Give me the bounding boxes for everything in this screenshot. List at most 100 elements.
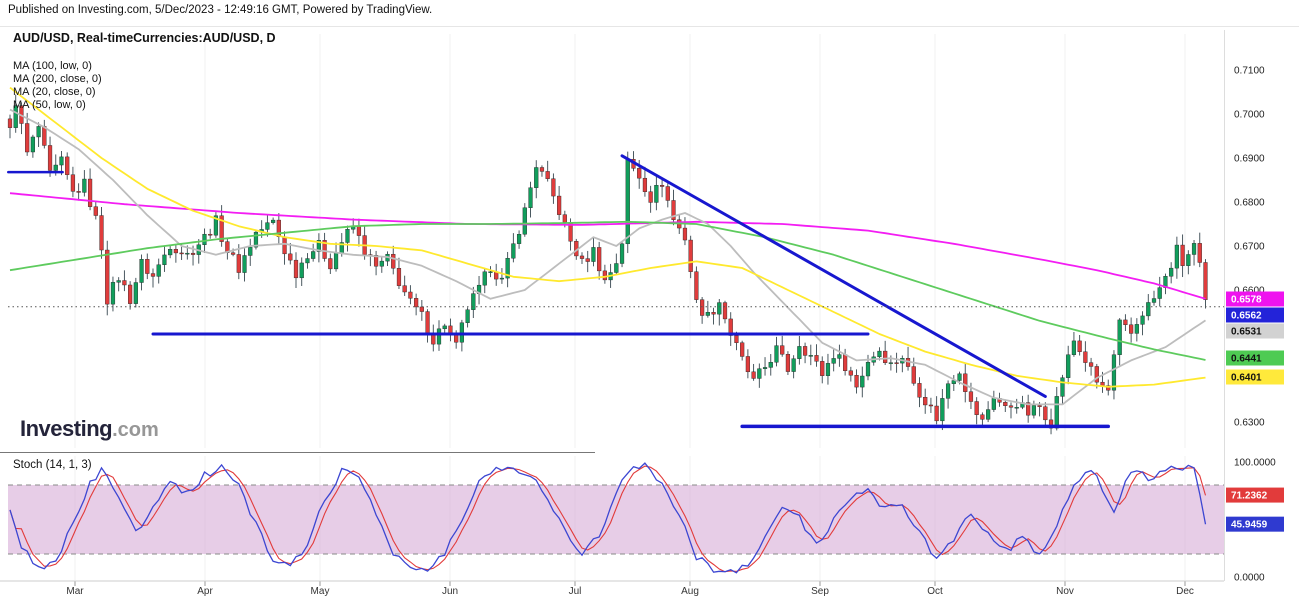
- candle-body-down: [408, 291, 413, 299]
- candle-body-down: [665, 186, 670, 201]
- candle-body-down: [671, 200, 676, 220]
- month-label: Sep: [811, 586, 829, 597]
- candle-body-up: [316, 240, 321, 252]
- month-label: Mar: [66, 586, 84, 597]
- ma-line-ma-200-close: [9, 192, 1206, 300]
- candle-body-down: [288, 253, 293, 261]
- candle-body-down: [1088, 362, 1094, 367]
- candle-body-up: [442, 325, 447, 330]
- candle-body-down: [820, 361, 825, 376]
- candle-body-up: [116, 280, 121, 283]
- candle-body-down: [219, 215, 224, 242]
- candle-body-up: [511, 243, 516, 259]
- stoch-value-label-stoch-k: 45.9459: [1231, 520, 1268, 531]
- candle-body-up: [1146, 302, 1151, 317]
- candle-body-down: [722, 302, 728, 320]
- candle-body-down: [47, 145, 53, 171]
- candle-body-up: [53, 164, 58, 171]
- candle-body-down: [328, 258, 333, 270]
- candle-body-down: [963, 373, 968, 392]
- candle-body-down: [1180, 244, 1185, 266]
- candle-body-up: [791, 358, 796, 372]
- candle-body-down: [1094, 366, 1099, 383]
- candle-body-down: [179, 252, 184, 255]
- month-label: Dec: [1176, 586, 1194, 597]
- candle-body-up: [625, 159, 630, 245]
- candle-body-up: [471, 293, 476, 310]
- candle-body-down: [414, 298, 419, 308]
- candle-body-down: [99, 215, 104, 251]
- candle-body-down: [70, 174, 76, 192]
- month-label: Nov: [1056, 586, 1074, 597]
- price-tick-label: 0.7000: [1234, 110, 1265, 121]
- candle-body-up: [265, 222, 270, 230]
- candle-body-down: [1123, 319, 1128, 326]
- candle-body-up: [465, 309, 470, 323]
- candle-body-up: [825, 363, 831, 376]
- candle-body-down: [968, 391, 974, 402]
- candle-body-up: [1186, 254, 1191, 266]
- month-label: Apr: [197, 586, 213, 597]
- candle-body-up: [957, 373, 962, 381]
- candle-body-down: [579, 255, 585, 259]
- indicator-legend: MA (100, low, 0) MA (200, close, 0) MA (…: [13, 60, 102, 112]
- candle-body-up: [614, 263, 619, 273]
- candle-body-down: [923, 397, 928, 406]
- candle-body-down: [25, 123, 30, 153]
- price-tick-label: 0.6700: [1234, 242, 1265, 253]
- candle-body-up: [654, 185, 659, 203]
- candle-body-down: [1129, 324, 1134, 334]
- candle-body-down: [585, 258, 590, 262]
- candle-body-up: [1134, 324, 1139, 334]
- price-value-label-ma-100: 0.6441: [1231, 354, 1262, 365]
- candle-body-up: [379, 260, 384, 267]
- candle-body-down: [145, 259, 150, 274]
- candle-body-down: [396, 268, 402, 286]
- candle-body-up: [877, 350, 882, 358]
- candle-body-up: [139, 259, 144, 283]
- candle-body-up: [757, 368, 762, 379]
- price-value-label-ma-200-bg: [1226, 291, 1284, 307]
- stoch-value-label-stoch-d: 71.2362: [1231, 491, 1268, 502]
- candle-body-down: [402, 285, 407, 293]
- candle-body-down: [7, 118, 13, 128]
- candle-body-up: [1157, 287, 1162, 299]
- candle-body-down: [1003, 402, 1008, 406]
- candle-body-down: [934, 405, 939, 422]
- candle-body-down: [1043, 406, 1048, 421]
- investing-logo-brand: Investing: [20, 416, 113, 441]
- candle-body-down: [700, 299, 705, 316]
- candle-body-up: [248, 246, 253, 256]
- candle-body-up: [1169, 267, 1174, 277]
- candle-body-up: [528, 187, 533, 208]
- candle-body-down: [648, 191, 653, 203]
- candle-body-up: [860, 375, 865, 388]
- candle-body-down: [928, 404, 934, 407]
- investing-logo: Investing.com: [20, 416, 159, 442]
- candle-body-up: [436, 328, 442, 345]
- candle-body-up: [345, 229, 350, 243]
- candle-body-up: [831, 358, 836, 364]
- candle-body-down: [293, 259, 299, 279]
- candle-body-down: [425, 311, 430, 335]
- candle-body-down: [545, 171, 550, 179]
- candle-body-down: [391, 253, 396, 269]
- candle-body-down: [419, 306, 424, 312]
- price-value-label-ma-20: 0.6531: [1231, 327, 1262, 338]
- price-tick-label: 0.6600: [1234, 286, 1265, 297]
- trendline-descending-trendline: [620, 154, 1047, 398]
- candle-body-up: [768, 362, 773, 368]
- stoch-tick-label: 0.0000: [1234, 573, 1265, 584]
- candle-body-down: [93, 206, 98, 216]
- candle-body-down: [87, 178, 93, 207]
- candle-body-down: [373, 255, 379, 267]
- candle-body-up: [991, 398, 996, 410]
- candle-body-down: [911, 366, 916, 384]
- candle-body-down: [208, 233, 213, 236]
- candle-body-down: [785, 354, 791, 372]
- ma-line-ma-50-low: [9, 86, 1206, 388]
- candle-body-up: [271, 219, 276, 223]
- symbol-title: AUD/USD, Real-timeCurrencies:AUD/USD, D: [13, 31, 276, 45]
